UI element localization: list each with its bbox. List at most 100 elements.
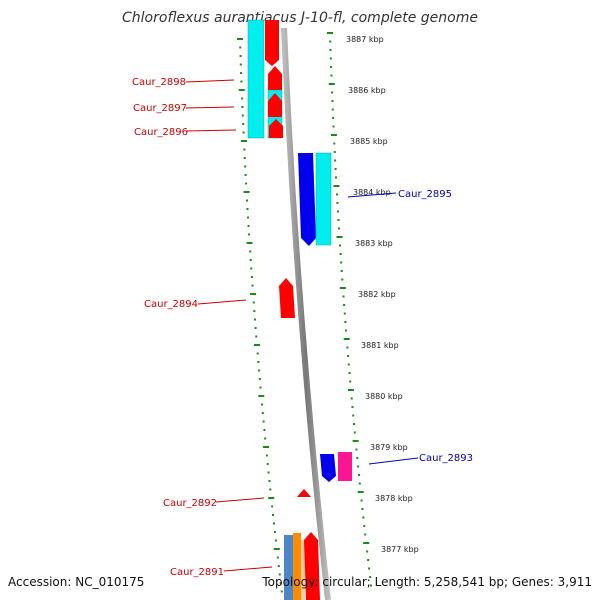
left-tick: [255, 335, 258, 338]
left-tick: [272, 522, 275, 525]
tick-label-3886: 3886 kbp: [348, 86, 386, 95]
right-tick: [329, 40, 332, 43]
gene-caur-2896[interactable]: [269, 119, 283, 138]
gene-caur-2898[interactable]: [268, 66, 282, 90]
gene-caur-2894[interactable]: [279, 278, 295, 318]
left-tick: [258, 369, 261, 372]
right-tick: [329, 57, 332, 60]
left-tick: [280, 590, 283, 593]
left-tick: [271, 505, 274, 508]
right-tick: [355, 448, 358, 451]
right-tick: [350, 397, 353, 400]
right-tick: [333, 185, 340, 187]
map-title: Chloroflexus aurantiacus J-10-fl, comple…: [122, 10, 478, 26]
left-tick: [273, 548, 280, 550]
gene-label-caur-2896[interactable]: Caur_2896: [134, 127, 188, 138]
label-line-caur-2896: [185, 129, 237, 132]
gene-label-caur-2898[interactable]: Caur_2898: [132, 77, 186, 88]
left-tick: [254, 327, 257, 329]
right-tick: [339, 253, 342, 255]
left-tick: [253, 318, 256, 321]
tick-label-3881: 3881 kbp: [361, 341, 399, 350]
right-tick: [331, 100, 334, 102]
right-tick: [336, 236, 343, 238]
right-tick: [334, 168, 337, 170]
gene-caur-2895-cyan[interactable]: [315, 152, 332, 246]
tick-label-3884: 3884 kbp: [353, 188, 391, 197]
left-tick: [258, 378, 261, 380]
left-tick: [273, 531, 276, 533]
left-tick: [251, 284, 254, 287]
gene-label-caur-2894[interactable]: Caur_2894: [144, 299, 198, 310]
left-tick: [243, 191, 250, 193]
left-tick: [240, 80, 243, 83]
cds-block-top-left[interactable]: [247, 19, 265, 139]
left-tick: [241, 97, 244, 100]
right-tick: [327, 32, 333, 34]
label-line-caur-2893: [368, 457, 419, 465]
right-tick: [341, 278, 344, 281]
left-tick: [263, 446, 270, 448]
gene-caur-2891-peach[interactable]: [301, 540, 305, 600]
gene-caur-2891[interactable]: [304, 532, 320, 600]
gene-label-caur-2893[interactable]: Caur_2893: [419, 453, 473, 464]
right-tick: [339, 244, 342, 247]
left-tick: [241, 106, 244, 108]
right-tick: [328, 83, 335, 85]
left-tick: [261, 403, 264, 406]
label-line-caur-2891: [223, 566, 273, 572]
left-tick: [276, 556, 279, 559]
left-tick: [269, 488, 272, 491]
right-tick: [330, 74, 333, 77]
gene-caur-2891-orange[interactable]: [293, 533, 301, 600]
left-tick: [241, 114, 244, 117]
left-tick: [250, 293, 257, 295]
right-tick: [353, 423, 356, 425]
left-tick: [244, 174, 247, 176]
gene-label-caur-2895[interactable]: Caur_2895: [398, 189, 452, 200]
right-tick: [368, 567, 371, 570]
tick-label-3882: 3882 kbp: [358, 290, 396, 299]
tick-label-3880: 3880 kbp: [365, 392, 403, 401]
right-tick: [346, 346, 349, 349]
gene-caur-2895-blue[interactable]: [298, 153, 316, 246]
left-tick: [253, 310, 256, 312]
gene-label-caur-2897[interactable]: Caur_2897: [133, 103, 187, 114]
left-tick: [268, 497, 275, 499]
right-tick: [352, 440, 359, 442]
left-tick: [257, 361, 260, 363]
right-tick: [348, 372, 351, 374]
left-tick: [242, 123, 245, 125]
gene-label-caur-2891[interactable]: Caur_2891: [170, 567, 224, 578]
gene-caur-2893-blue[interactable]: [320, 454, 336, 482]
right-tick: [342, 295, 345, 298]
tick-label-3879: 3879 kbp: [370, 443, 408, 452]
left-tick: [264, 437, 267, 440]
right-tick: [370, 584, 373, 587]
left-tick: [266, 463, 269, 465]
tick-label-3877: 3877 kbp: [381, 545, 419, 554]
right-tick: [363, 542, 370, 544]
right-tick: [329, 49, 332, 51]
left-tick: [242, 131, 245, 134]
accession-label: Accession: NC_010175: [8, 575, 145, 589]
right-tick: [347, 355, 350, 357]
gene-caur-2897[interactable]: [268, 93, 282, 117]
right-tick: [332, 125, 335, 128]
left-tick: [243, 157, 246, 159]
right-tick: [334, 159, 337, 162]
left-tick: [279, 582, 282, 584]
left-tick: [243, 148, 246, 151]
gene-caur-2892[interactable]: [297, 489, 311, 497]
left-tick: [250, 276, 253, 278]
gene-top-red[interactable]: [265, 20, 279, 66]
left-tick: [249, 250, 252, 253]
left-tick: [262, 420, 265, 423]
right-tick: [340, 270, 343, 272]
right-tick: [367, 559, 370, 561]
right-tick: [363, 525, 366, 527]
gene-caur-2891-steelblue[interactable]: [284, 535, 293, 600]
label-line-caur-2892: [215, 497, 265, 503]
gene-caur-2893-magenta[interactable]: [338, 452, 352, 481]
gene-label-caur-2892[interactable]: Caur_2892: [163, 498, 217, 509]
